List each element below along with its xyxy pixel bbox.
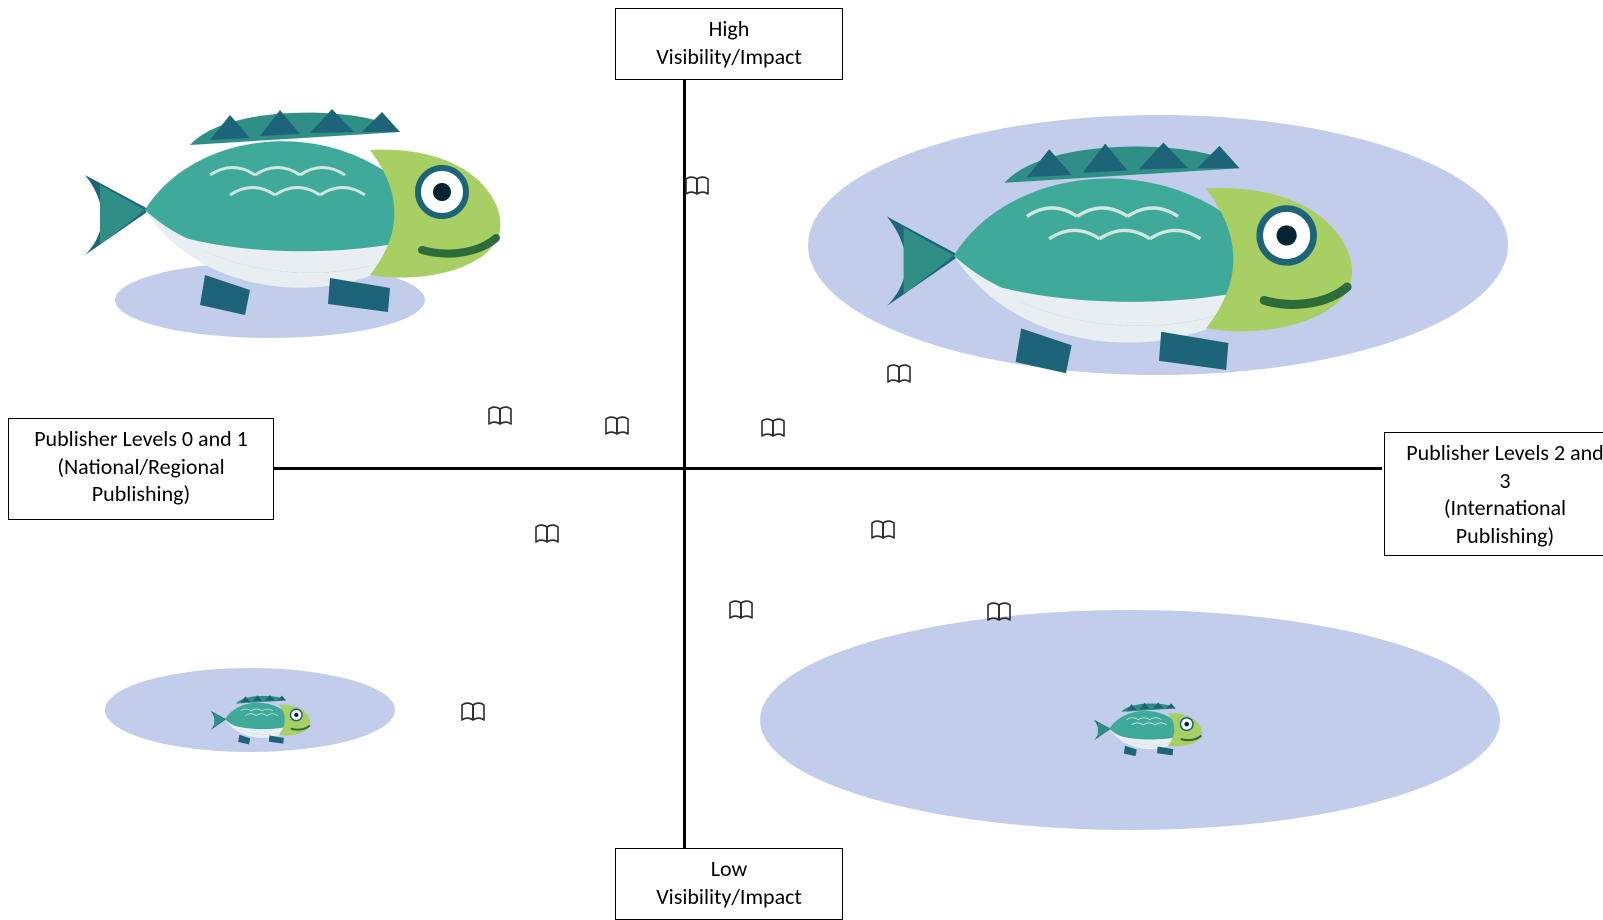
book-icon (870, 520, 896, 540)
book-icon (760, 418, 786, 438)
book-icon (487, 406, 513, 426)
book-icon (684, 176, 710, 196)
fish-icon (870, 110, 1363, 390)
book-icon (604, 416, 630, 436)
diagram-stage: High Visibility/Impact Low Visibility/Im… (0, 0, 1603, 916)
axis-label-top: High Visibility/Impact (615, 8, 843, 80)
book-icon (534, 524, 560, 544)
axis-label-left: Publisher Levels 0 and 1 (National/Regio… (8, 418, 274, 520)
axis-label-right: Publisher Levels 2 and 3 (International … (1384, 432, 1603, 556)
book-icon (728, 600, 754, 620)
axis-label-bottom: Low Visibility/Impact (615, 848, 843, 920)
fish-icon (1090, 695, 1204, 760)
fish-icon (207, 688, 313, 748)
book-icon (886, 364, 912, 384)
book-icon (460, 702, 486, 722)
fish-icon (70, 80, 510, 330)
book-icon (986, 602, 1012, 622)
axis-horizontal (244, 467, 1382, 470)
